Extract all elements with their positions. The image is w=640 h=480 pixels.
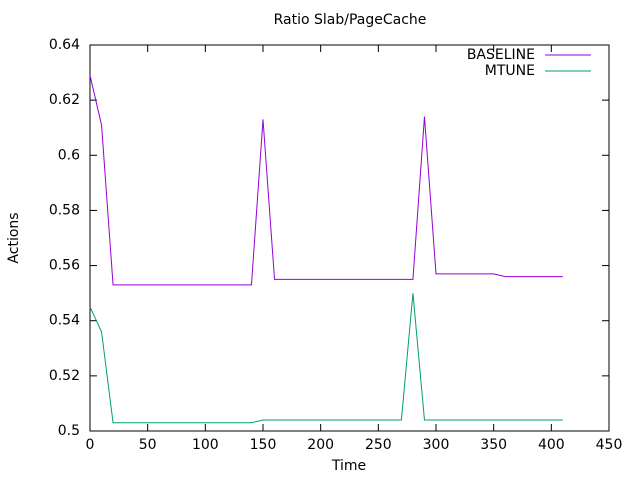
y-tick-label: 0.52 [49,368,80,384]
y-tick-label: 0.54 [49,313,80,329]
x-tick-label: 50 [139,437,157,453]
x-tick-label: 250 [365,437,392,453]
x-tick-label: 450 [596,437,623,453]
y-tick-label: 0.5 [58,423,80,439]
series-line [89,75,563,286]
x-tick-label: 200 [307,437,334,453]
x-tick-label: 300 [423,437,450,453]
x-tick-label: 350 [480,437,507,453]
y-axis-label: Actions [6,212,22,263]
y-tick-label: 0.58 [49,202,80,218]
plot-border [89,44,610,432]
x-tick-label: 0 [86,437,95,453]
x-axis-label: Time [331,458,366,474]
x-tick-label: 400 [538,437,565,453]
x-tick-label: 100 [192,437,219,453]
legend-label: BASELINE [467,47,535,63]
y-tick-label: 0.6 [58,147,80,163]
y-tick-label: 0.56 [49,258,80,274]
x-tick-label: 150 [250,437,277,453]
y-tick-label: 0.62 [49,92,80,108]
chart-title: Ratio Slab/PageCache [274,12,427,28]
legend-label: MTUNE [485,63,535,79]
series-line [89,293,563,424]
y-tick-label: 0.64 [49,37,80,53]
